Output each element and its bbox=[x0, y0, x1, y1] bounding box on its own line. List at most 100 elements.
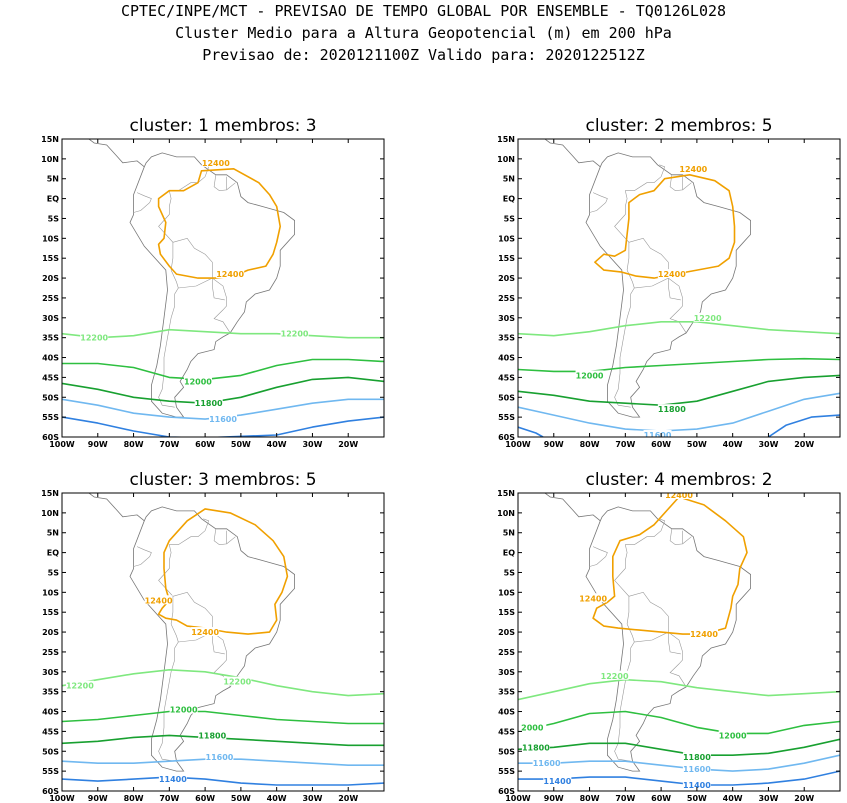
country-border bbox=[172, 591, 231, 688]
y-tick-label: 10S bbox=[498, 234, 515, 243]
country-border bbox=[628, 237, 687, 334]
country-border bbox=[614, 176, 662, 271]
x-tick-label: 40W bbox=[267, 794, 287, 803]
plot-frame bbox=[61, 138, 385, 438]
contour-label: 12000 bbox=[719, 731, 747, 740]
y-tick-label: 25S bbox=[498, 294, 515, 303]
plot-frame bbox=[517, 492, 841, 792]
contour-label-bg bbox=[209, 414, 237, 424]
contour-label-bg bbox=[518, 722, 547, 732]
panel-title: cluster: 3 membros: 5 bbox=[129, 470, 316, 490]
country-border bbox=[226, 182, 236, 191]
contour-label-bg bbox=[201, 157, 230, 167]
x-tick-label: 40W bbox=[723, 440, 743, 449]
contour-label-bg bbox=[600, 670, 629, 680]
y-tick-label: 40S bbox=[498, 708, 515, 717]
contour-label-bg bbox=[682, 752, 711, 762]
contour-label: 11600 bbox=[683, 765, 711, 774]
contour-label-bg bbox=[643, 430, 672, 437]
contour-label: 12400 bbox=[665, 491, 693, 500]
country-border bbox=[669, 528, 683, 546]
y-tick-label: 10N bbox=[497, 155, 515, 164]
y-tick-label: 50S bbox=[498, 393, 515, 402]
y-tick-label: 15N bbox=[497, 489, 515, 498]
y-tick-label: EQ bbox=[47, 549, 59, 558]
y-tick-label: 15S bbox=[498, 254, 515, 263]
coastline bbox=[585, 506, 751, 772]
contour-label: 11800 bbox=[198, 731, 226, 740]
x-tick-label: 90W bbox=[88, 794, 108, 803]
central-america-coastline bbox=[88, 493, 145, 522]
contour-label-bg bbox=[158, 774, 187, 784]
x-tick-label: 80W bbox=[580, 440, 600, 449]
country-border bbox=[213, 528, 227, 546]
x-tick-label: 100W bbox=[49, 794, 75, 803]
y-tick-label: 35S bbox=[498, 334, 515, 343]
country-border bbox=[178, 277, 225, 301]
central-america-coastline bbox=[544, 139, 601, 168]
y-tick-label: 30S bbox=[42, 668, 59, 677]
contour-label: 12200 bbox=[281, 330, 309, 339]
contour-12200 bbox=[518, 321, 840, 337]
contour-label: 12400 bbox=[202, 159, 230, 168]
contour-label-bg bbox=[718, 730, 747, 740]
contour-11400 bbox=[518, 770, 840, 786]
country-border bbox=[226, 536, 236, 545]
contour-label: 11400 bbox=[159, 775, 187, 784]
x-tick-label: 40W bbox=[723, 794, 743, 803]
contour-12200 bbox=[518, 678, 840, 701]
contour-label: 12400 bbox=[191, 628, 219, 637]
contour-12000 bbox=[62, 358, 384, 381]
x-tick-label: 50W bbox=[231, 794, 251, 803]
country-border bbox=[628, 591, 687, 688]
y-tick-label: 55S bbox=[42, 413, 59, 422]
map-area: 12400 12400 12200 12200 12000 11800 11600 bbox=[62, 139, 384, 437]
x-tick-label: 30W bbox=[758, 794, 778, 803]
y-tick-label: 10N bbox=[41, 155, 59, 164]
x-tick-label: 90W bbox=[88, 440, 108, 449]
x-tick-label: 60W bbox=[195, 440, 215, 449]
contour-label: 12000 bbox=[184, 377, 212, 386]
contour-label-bg bbox=[665, 493, 693, 499]
contour-label: 12200 bbox=[694, 314, 722, 323]
panel-4: cluster: 4 membros: 21240012400124001220… bbox=[497, 470, 841, 803]
y-tick-label: 60S bbox=[498, 787, 515, 796]
x-tick-label: 90W bbox=[544, 794, 564, 803]
country-border bbox=[172, 237, 231, 334]
contour-label-bg bbox=[169, 704, 198, 714]
country-border bbox=[213, 174, 227, 192]
contour-label-bg bbox=[216, 269, 245, 279]
x-tick-label: 70W bbox=[159, 440, 179, 449]
country-border bbox=[133, 546, 152, 567]
contour-label: 11400 bbox=[543, 777, 571, 786]
x-tick-label: 80W bbox=[124, 440, 144, 449]
y-tick-label: 25S bbox=[42, 648, 59, 657]
x-tick-label: 100W bbox=[505, 440, 531, 449]
contour-label: 11800 bbox=[522, 743, 550, 752]
panel-2: cluster: 2 membros: 5 12400 12400 12200 1200… bbox=[497, 116, 841, 449]
coastline bbox=[129, 152, 295, 418]
main-title-line-2: Cluster Medio para a Altura Geopotencial… bbox=[175, 24, 672, 42]
country-border bbox=[203, 518, 210, 531]
map-area: 12400 12400 12200 12200 12000 11800 11600 11400 bbox=[62, 493, 384, 786]
contour-11800 bbox=[518, 374, 840, 406]
x-tick-label: 90W bbox=[544, 440, 564, 449]
y-tick-label: 30S bbox=[498, 314, 515, 323]
contour-11800 bbox=[62, 376, 384, 404]
panel-1: cluster: 1 membros: 3 12400 12400 12200 1220… bbox=[41, 116, 385, 449]
contour-label: 11800 bbox=[195, 399, 223, 408]
contour-label: 2000 bbox=[521, 723, 544, 732]
contour-label: 11600 bbox=[644, 431, 672, 440]
contour-12200 bbox=[62, 669, 384, 697]
country-border bbox=[634, 277, 681, 301]
contour-12000 bbox=[62, 710, 384, 725]
y-tick-label: 25S bbox=[42, 294, 59, 303]
contour-label: 11600 bbox=[206, 753, 234, 762]
contour-label-bg bbox=[575, 370, 604, 380]
panel-3: cluster: 3 membros: 5 12400 12400 12200 1220… bbox=[41, 470, 385, 803]
country-border bbox=[659, 164, 666, 177]
contour-label-bg bbox=[657, 404, 686, 414]
contour-label: 11600 bbox=[533, 759, 561, 768]
y-tick-label: 45S bbox=[498, 373, 515, 382]
x-tick-label: 20W bbox=[338, 794, 358, 803]
